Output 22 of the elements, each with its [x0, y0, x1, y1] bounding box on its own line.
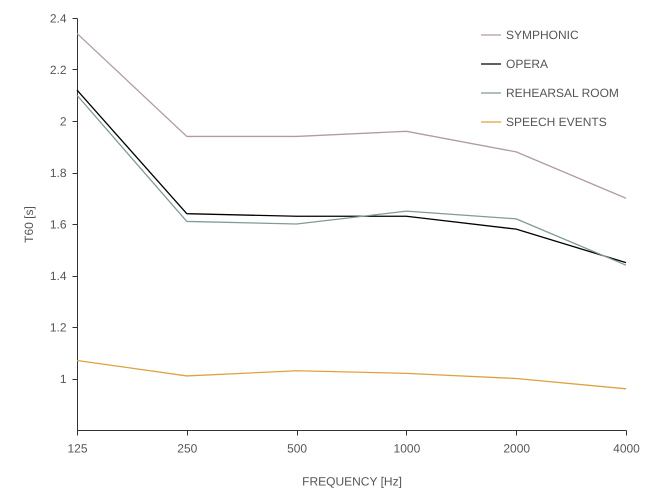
y-tick-label: 2.4	[50, 12, 67, 26]
y-tick-label: 1.6	[50, 218, 67, 232]
y-tick-label: 1	[60, 372, 67, 386]
legend-label: OPERA	[506, 57, 548, 71]
y-tick-label: 1.2	[50, 320, 67, 334]
legend-label: SYMPHONIC	[506, 28, 580, 42]
x-tick-label: 2000	[503, 442, 530, 456]
y-tick-label: 1.4	[50, 269, 67, 283]
y-tick-label: 1.8	[50, 166, 67, 180]
x-tick-label: 4000	[613, 442, 640, 456]
y-tick-label: 2	[60, 114, 67, 128]
x-axis-title: FREQUENCY [Hz]	[302, 474, 402, 488]
x-tick-label: 500	[287, 442, 308, 456]
x-tick-label: 125	[67, 442, 88, 456]
legend-label: SPEECH EVENTS	[506, 115, 607, 129]
x-tick-label: 1000	[394, 442, 421, 456]
x-tick-label: 250	[177, 442, 198, 456]
line-series	[76, 360, 627, 390]
y-axis-title: T60 [s]	[22, 206, 36, 243]
legend-label: REHEARSAL ROOM	[506, 86, 619, 100]
y-tick-label: 2.2	[50, 63, 67, 77]
line-series	[76, 32, 627, 199]
